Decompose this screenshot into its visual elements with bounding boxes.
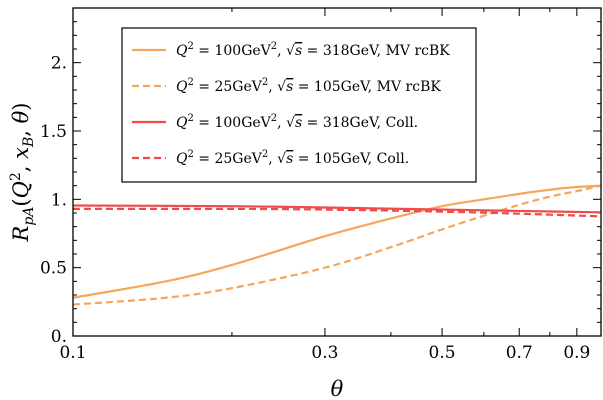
y-tick-label: 1. xyxy=(51,190,67,210)
x-axis-label: θ xyxy=(331,377,344,400)
x-tick-label: 0.7 xyxy=(506,343,533,363)
x-tick-label: 0.5 xyxy=(429,343,456,363)
series-lines xyxy=(72,184,602,306)
legend-label-4: Q2 = 25GeV2, √s = 105GeV, Coll. xyxy=(176,149,409,167)
series-line-3 xyxy=(72,204,602,214)
series-line-1 xyxy=(72,184,602,299)
legend: Q2 = 100GeV2, √s = 318GeV, MV rcBK Q2 = 2… xyxy=(121,27,477,183)
tick-labels: 0.1 0.3 0.5 0.7 0.9 0. 0.5 1. 1.5 2. xyxy=(40,54,590,363)
y-tick-label: 0.5 xyxy=(40,259,67,279)
legend-label-2: Q2 = 25GeV2, √s = 105GeV, MV rcBK xyxy=(176,77,441,95)
series-line-4 xyxy=(72,207,602,218)
x-tick-label: 0.9 xyxy=(563,343,590,363)
y-tick-label: 2. xyxy=(51,54,67,74)
plot-frame xyxy=(72,7,602,337)
y-axis-label-group: RpA(Q2, xB, θ) xyxy=(8,103,37,243)
x-tick-label: 0.3 xyxy=(311,343,338,363)
series-line-2 xyxy=(72,184,602,306)
tick-marks xyxy=(72,8,601,337)
legend-box xyxy=(121,27,477,183)
x-tick-label: 0.1 xyxy=(59,343,86,363)
y-tick-label: 1.5 xyxy=(40,122,67,142)
y-tick-label: 0. xyxy=(51,327,67,347)
y-axis-label: RpA(Q2, xB, θ) xyxy=(8,103,37,243)
legend-label-1: Q2 = 100GeV2, √s = 318GeV, MV rcBK xyxy=(176,41,450,59)
legend-label-3: Q2 = 100GeV2, √s = 318GeV, Coll. xyxy=(176,113,418,131)
